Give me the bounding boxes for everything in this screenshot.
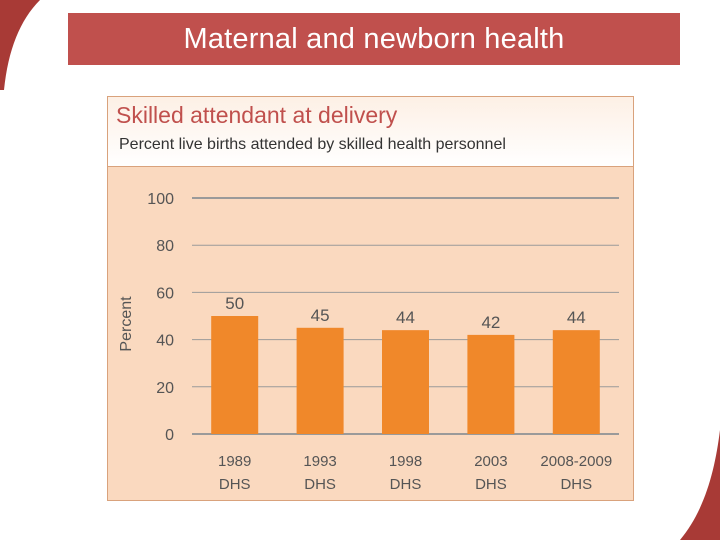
x-tick-label: DHS xyxy=(390,476,422,493)
chart-header: Skilled attendant at delivery Percent li… xyxy=(108,97,633,167)
data-label: 44 xyxy=(396,308,415,327)
data-label: 50 xyxy=(225,294,244,313)
x-tick-label: 2003 xyxy=(474,453,507,470)
x-tick-label: DHS xyxy=(475,476,507,493)
chart-title: Skilled attendant at delivery xyxy=(116,102,398,128)
bar-chart: 0 20 40 60 80 100 Percent 50 1989 DHS 45 1993 DHS 44 1… xyxy=(118,191,619,493)
x-tick-label: 1998 xyxy=(389,453,422,470)
x-tick-label: 2008-2009 xyxy=(540,453,612,470)
corner-decoration-top-left xyxy=(0,0,40,90)
slide-title: Maternal and newborn health xyxy=(68,13,680,65)
x-tick-label: DHS xyxy=(219,476,251,493)
y-tick-label: 100 xyxy=(147,191,174,208)
chart-subtitle: Percent live births attended by skilled … xyxy=(119,136,506,153)
data-label: 44 xyxy=(567,308,586,327)
x-tick-label: DHS xyxy=(560,476,592,493)
bar xyxy=(467,334,515,434)
bar xyxy=(211,316,259,434)
bar xyxy=(296,327,344,434)
bar xyxy=(552,330,600,434)
y-tick-label: 80 xyxy=(156,238,174,255)
corner-decoration-bottom-right xyxy=(680,430,720,540)
bar xyxy=(382,330,429,434)
y-tick-label: 40 xyxy=(156,333,174,350)
y-axis-label: Percent xyxy=(118,296,135,352)
y-tick-label: 20 xyxy=(156,380,174,397)
y-tick-label: 0 xyxy=(165,427,174,444)
data-label: 42 xyxy=(481,313,500,332)
y-tick-label: 60 xyxy=(156,285,174,302)
x-tick-label: 1989 xyxy=(218,453,251,470)
data-label: 45 xyxy=(311,306,330,325)
chart-panel: Skilled attendant at delivery Percent li… xyxy=(107,96,634,501)
x-tick-label: DHS xyxy=(304,476,336,493)
x-tick-label: 1993 xyxy=(303,453,336,470)
